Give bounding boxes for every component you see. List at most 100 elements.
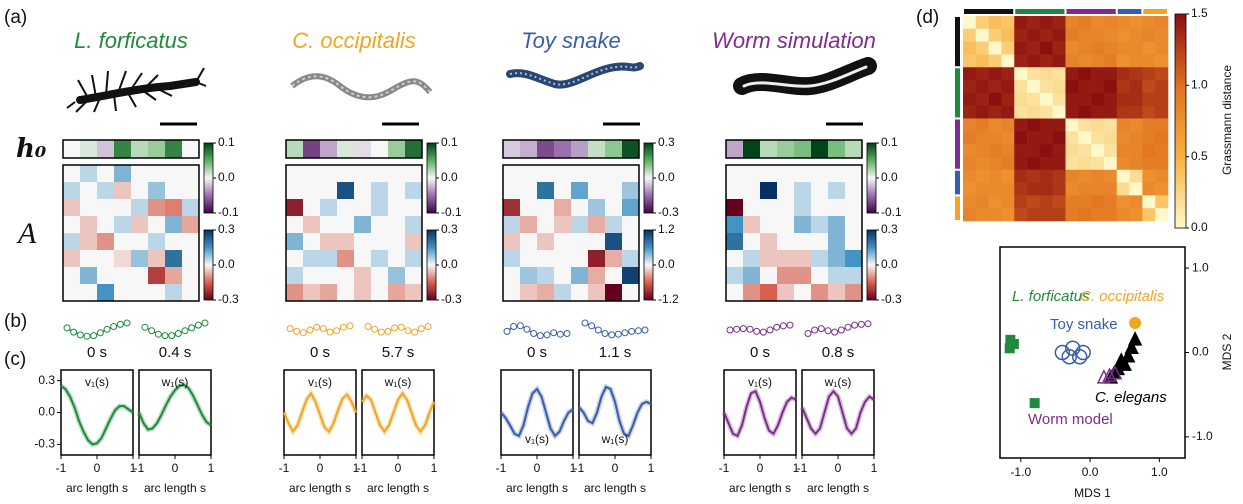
distance-cell [1027,16,1041,30]
colorbar-tick-label: 0.3 [658,135,675,149]
distance-cell [1039,105,1053,119]
h0-cell [131,140,148,158]
A-cell [97,250,114,267]
A-cell [622,233,639,250]
A-cell [794,216,811,233]
x-axis-label: arc length s [66,481,128,495]
h0-cell [286,140,303,158]
distance-cell [1103,16,1118,30]
posture-point [299,329,307,337]
h0-cell [794,140,811,158]
curve [723,389,797,438]
posture-point [851,321,859,329]
distance-cell [963,195,977,209]
curve-label: v₁(s) [525,432,549,446]
A-cell [148,182,165,199]
h0-cell [726,140,743,158]
A-cell [97,284,114,301]
A-cell [828,199,845,216]
h0-cell [571,140,588,158]
h0-cell [503,140,520,158]
A-cell [554,182,571,199]
A-cell [148,199,165,216]
distance-cell [1014,144,1028,158]
distance-cell [1001,195,1015,209]
posture-point [194,321,202,329]
distance-cell [1027,54,1041,68]
A-cell [828,267,845,284]
distance-cell [1039,169,1053,183]
posture-point [96,329,104,337]
distance-cell [975,41,989,55]
posture-point [516,322,524,330]
colorbar-tick-label: 0.0 [658,257,675,271]
A-cell [588,284,605,301]
A-cell [286,267,303,284]
A-cell [354,284,371,301]
distance-cell [1001,169,1015,183]
x-tick-label: 0 [94,461,101,475]
posture-point [90,332,98,340]
A-cell [114,267,131,284]
x-tick-label: 0 [612,461,619,475]
A-cell [622,250,639,267]
A-cell [63,284,80,301]
series-label: C. occipitalis [1080,288,1165,305]
A-cell [743,267,760,284]
A-cell [354,267,371,284]
distance-cell [1078,80,1092,94]
A-cell [148,233,165,250]
A-cell [371,182,388,199]
distance-cell [1065,195,1079,209]
h0-frame [725,139,863,159]
distance-cell [975,208,989,222]
distance-cell [1078,169,1092,183]
x-tick-label: 0 [395,461,402,475]
colorbar [643,142,654,214]
distance-cell [1078,41,1092,55]
distance-cell [1078,156,1092,171]
distance-cell [988,169,1002,183]
A-cell [571,250,588,267]
distance-cell [988,16,1002,30]
distance-cell [1027,118,1041,132]
A-cell [354,199,371,216]
posture-point [397,323,405,331]
y-axis-label: MDS 2 [1220,333,1234,370]
distance-cell [1001,105,1015,119]
distance-cell [1142,208,1156,222]
distance-cell [1027,169,1041,183]
x-axis-label: arc length s [144,481,206,495]
distance-cell [1039,54,1053,68]
colorbar-tick-label: 0.1 [441,135,458,149]
point [1124,339,1139,355]
distance-cell [1129,182,1143,196]
A-cell [148,250,165,267]
distance-cell [988,131,1002,145]
A-cell [571,165,588,182]
A-cell [828,216,845,233]
distance-cell [1001,54,1015,68]
A-cell [571,199,588,216]
distance-cell [1103,92,1118,106]
A-cell [148,165,165,182]
A-cell [845,267,862,284]
distance-cell [1155,182,1169,196]
colorbar-tick-label: -0.1 [881,205,902,219]
posture-point [424,323,432,330]
distance-cell [1078,28,1092,42]
A-cell [371,233,388,250]
distance-cell [988,195,1002,209]
A-cell [520,250,537,267]
distance-cell [1091,131,1105,145]
A-cell [320,216,337,233]
distance-cell [1103,195,1118,209]
series-label: L. forficatus [1012,288,1090,305]
point [1096,369,1112,384]
distance-cell [1116,208,1130,222]
distance-cell [1052,169,1066,183]
A-cell [354,233,371,250]
distance-cell [1027,144,1041,158]
A-cell [337,284,354,301]
A-cell [320,267,337,284]
